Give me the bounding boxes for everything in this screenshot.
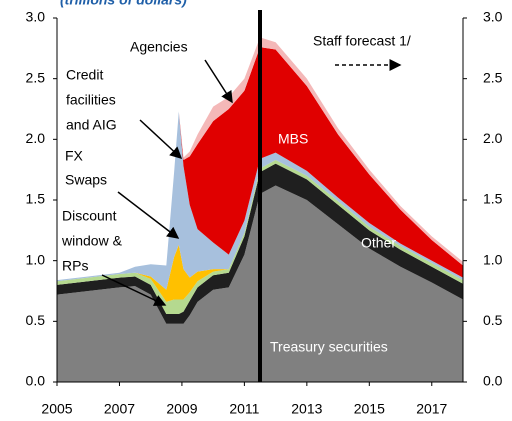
label-arrow: [204, 59, 233, 104]
y2-tick-label: 2.5: [483, 69, 503, 85]
series-label: Other: [361, 235, 396, 251]
y-tick-label: 1.5: [26, 191, 46, 207]
series-label: and AIG: [66, 117, 117, 133]
y2-tick-label: 2.0: [483, 130, 503, 146]
x-tick-label: 2017: [416, 401, 447, 417]
series-label: window &: [61, 233, 123, 249]
series-label: Agencies: [130, 39, 188, 55]
series-label: FX: [65, 148, 84, 164]
y-tick-label: 1.0: [26, 251, 46, 267]
series-label: Discount: [62, 208, 117, 224]
y-tick-label: 3.0: [26, 9, 46, 25]
series-label: Swaps: [65, 172, 107, 188]
label-arrow: [117, 191, 180, 239]
y-tick-label: 0.5: [26, 312, 46, 328]
x-tick-label: 2015: [354, 401, 385, 417]
y-tick-label: 2.5: [26, 69, 46, 85]
x-tick-label: 2009: [166, 401, 197, 417]
series-label: facilities: [66, 92, 116, 108]
y2-tick-label: 1.5: [483, 191, 503, 207]
area: [57, 159, 463, 315]
y2-tick-label: 1.0: [483, 251, 503, 267]
x-tick-label: 2013: [291, 401, 322, 417]
x-tick-label: 2005: [41, 401, 72, 417]
y-tick-label: 0.0: [26, 373, 46, 389]
series-label: Treasury securities: [270, 339, 388, 355]
y-tick-label: 2.0: [26, 130, 46, 146]
overlay: 0.0 0.5 1.0 1.5 2.0 2.5 3.0 0.0 0.5 1.0 1.5 2.0 2.5 3…: [26, 9, 503, 417]
y2-tick-label: 3.0: [483, 9, 503, 25]
series-label: Credit: [66, 67, 103, 83]
series-label: RPs: [62, 258, 88, 274]
y2-tick-label: 0.0: [483, 373, 503, 389]
y2-tick-label: 0.5: [483, 312, 503, 328]
forecast-label: Staff forecast 1/: [313, 33, 411, 49]
series-label: MBS: [278, 131, 308, 147]
x-tick-label: 2011: [229, 401, 259, 417]
label-arrow: [101, 274, 167, 306]
label-arrow: [139, 119, 183, 160]
chart-title: (trillions of dollars): [60, 0, 187, 8]
x-tick-label: 2007: [104, 401, 135, 417]
area: [57, 163, 463, 324]
